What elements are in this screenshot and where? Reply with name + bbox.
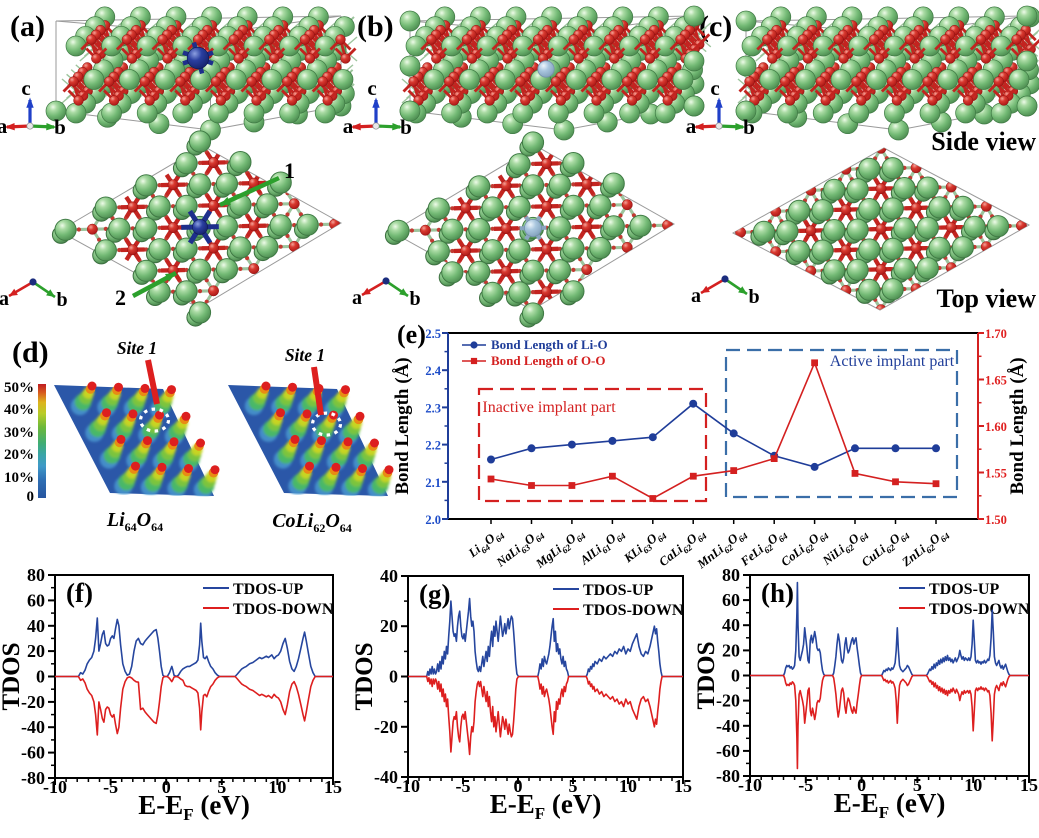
svg-text:Bond Length (Å): Bond Length (Å) [392, 357, 413, 494]
svg-text:E-EF (eV): E-EF (eV) [834, 788, 946, 822]
svg-text:15: 15 [1020, 775, 1038, 795]
svg-text:TDOS-DOWN: TDOS-DOWN [583, 602, 684, 619]
svg-text:b: b [54, 115, 66, 139]
svg-text:Side view: Side view [931, 127, 1036, 156]
svg-text:2.0: 2.0 [425, 513, 441, 527]
svg-text:TDOS: TDOS [693, 641, 720, 709]
svg-text:10%: 10% [4, 470, 34, 486]
svg-text:Top view: Top view [937, 284, 1037, 313]
svg-text:TDOS-DOWN: TDOS-DOWN [233, 601, 334, 618]
svg-text:15: 15 [324, 777, 342, 797]
svg-text:a: a [691, 285, 701, 307]
svg-text:10: 10 [619, 776, 637, 796]
svg-text:20: 20 [722, 640, 740, 660]
svg-text:2.4: 2.4 [425, 364, 441, 378]
svg-text:1.55: 1.55 [985, 467, 1007, 481]
svg-text:b: b [409, 288, 420, 310]
svg-text:0: 0 [731, 666, 740, 686]
svg-text:1.60: 1.60 [985, 420, 1007, 434]
svg-text:(f): (f) [66, 578, 93, 608]
svg-text:-10: -10 [43, 777, 67, 797]
svg-text:2.1: 2.1 [425, 476, 441, 490]
svg-text:0: 0 [389, 667, 398, 687]
svg-text:a: a [352, 287, 362, 309]
svg-text:-60: -60 [716, 741, 740, 761]
svg-text:E-EF (eV): E-EF (eV) [138, 790, 250, 824]
svg-text:Bond Length of O-O: Bond Length of O-O [491, 353, 606, 368]
svg-text:10: 10 [268, 777, 286, 797]
svg-text:Active implant part: Active implant part [830, 353, 955, 370]
svg-text:0: 0 [27, 489, 35, 505]
svg-text:-20: -20 [374, 717, 398, 737]
svg-text:Site 1: Site 1 [117, 338, 157, 358]
svg-text:b: b [748, 286, 759, 308]
svg-text:b: b [400, 115, 412, 139]
svg-text:-60: -60 [21, 743, 45, 763]
svg-text:20%: 20% [4, 447, 34, 463]
svg-text:50%: 50% [4, 380, 34, 396]
svg-text:TDOS: TDOS [351, 642, 378, 710]
svg-text:(d): (d) [12, 336, 49, 369]
svg-text:a: a [0, 114, 8, 138]
svg-text:b: b [743, 115, 755, 139]
svg-text:80: 80 [27, 565, 45, 585]
svg-text:-10: -10 [738, 775, 762, 795]
svg-text:TDOS-UP: TDOS-UP [929, 581, 999, 598]
svg-text:c: c [21, 76, 30, 100]
svg-text:TDOS-UP: TDOS-UP [233, 581, 303, 598]
svg-text:1.65: 1.65 [985, 374, 1007, 388]
svg-text:-5: -5 [456, 776, 471, 796]
svg-text:Bond Length (Å): Bond Length (Å) [1007, 357, 1028, 494]
svg-text:2: 2 [115, 285, 126, 310]
svg-text:a: a [0, 288, 9, 310]
svg-text:2.5: 2.5 [425, 327, 441, 341]
svg-text:(g): (g) [419, 579, 450, 609]
svg-text:1.70: 1.70 [985, 327, 1007, 341]
svg-text:(b): (b) [357, 10, 394, 43]
svg-text:30%: 30% [4, 425, 34, 441]
svg-text:TDOS-UP: TDOS-UP [583, 582, 653, 599]
svg-text:-5: -5 [798, 775, 813, 795]
svg-text:Bond Length of Li-O: Bond Length of Li-O [491, 337, 608, 352]
svg-text:15: 15 [674, 776, 692, 796]
svg-text:a: a [686, 114, 697, 138]
svg-text:0: 0 [36, 667, 45, 687]
svg-text:Site 1: Site 1 [285, 345, 325, 365]
svg-text:(a): (a) [10, 10, 45, 43]
svg-text:10: 10 [964, 775, 982, 795]
svg-text:c: c [710, 76, 719, 100]
svg-text:TDOS: TDOS [0, 642, 25, 710]
svg-text:40%: 40% [4, 402, 34, 418]
svg-text:E-EF (eV): E-EF (eV) [490, 789, 602, 823]
svg-text:-40: -40 [21, 717, 45, 737]
svg-text:-40: -40 [374, 767, 398, 787]
svg-text:40: 40 [380, 566, 398, 586]
svg-text:-10: -10 [396, 776, 420, 796]
svg-text:80: 80 [722, 565, 740, 585]
svg-text:c: c [367, 76, 376, 100]
svg-text:20: 20 [380, 616, 398, 636]
svg-text:-40: -40 [716, 716, 740, 736]
svg-text:-80: -80 [716, 766, 740, 786]
svg-text:(h): (h) [761, 578, 794, 608]
svg-text:1: 1 [284, 158, 295, 183]
svg-text:60: 60 [27, 590, 45, 610]
svg-text:-80: -80 [21, 768, 45, 788]
svg-text:2.3: 2.3 [425, 401, 441, 415]
svg-text:(e): (e) [397, 320, 426, 349]
svg-text:Inactive implant part: Inactive implant part [482, 399, 616, 416]
svg-text:a: a [343, 114, 354, 138]
svg-text:TDOS-DOWN: TDOS-DOWN [929, 601, 1030, 618]
svg-text:60: 60 [722, 590, 740, 610]
svg-text:40: 40 [27, 616, 45, 636]
svg-text:b: b [56, 289, 67, 311]
svg-text:-5: -5 [103, 777, 118, 797]
svg-text:1.50: 1.50 [985, 513, 1007, 527]
svg-text:2.2: 2.2 [425, 439, 441, 453]
svg-text:40: 40 [722, 615, 740, 635]
svg-text:20: 20 [27, 641, 45, 661]
